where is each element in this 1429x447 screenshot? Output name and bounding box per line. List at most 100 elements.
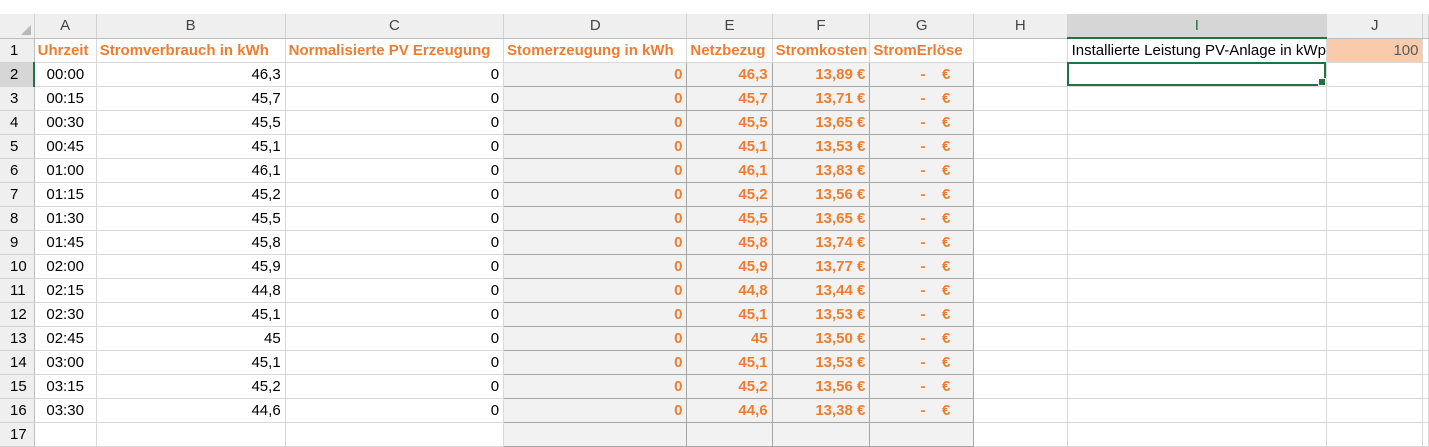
cell-stromverbrauch[interactable]: 45,5: [96, 110, 286, 135]
row-header-1[interactable]: 1: [0, 38, 35, 63]
empty-cell[interactable]: [772, 422, 871, 447]
cell-j[interactable]: [1326, 374, 1424, 399]
empty-cell[interactable]: [973, 422, 1068, 447]
row-header[interactable]: 12: [0, 302, 35, 327]
column-header-g[interactable]: G: [869, 14, 975, 39]
row-header[interactable]: 6: [0, 158, 35, 183]
cell-i[interactable]: [1067, 230, 1327, 255]
empty-cell[interactable]: [34, 422, 97, 447]
empty-cell[interactable]: [503, 422, 688, 447]
header-cell-normalisierte-pv[interactable]: Normalisierte PV Erzeugung: [285, 38, 505, 63]
cell-uhrzeit[interactable]: 00:30: [34, 110, 97, 135]
cell-h[interactable]: [973, 230, 1068, 255]
cell-normalisierte-pv[interactable]: 0: [285, 302, 505, 327]
cell-stromkosten[interactable]: 13,53 €: [772, 134, 871, 159]
cell-stromerloese[interactable]: - €: [869, 62, 975, 87]
cell-k[interactable]: [1422, 374, 1429, 399]
cell-normalisierte-pv[interactable]: 0: [285, 326, 505, 351]
cell-netzbezug[interactable]: 45,7: [686, 86, 773, 111]
cell-j[interactable]: [1326, 254, 1424, 279]
cell-stromkosten[interactable]: 13,56 €: [772, 182, 871, 207]
cell-h[interactable]: [973, 110, 1068, 135]
cell-i[interactable]: [1067, 350, 1327, 375]
cell-j[interactable]: [1326, 302, 1424, 327]
fill-handle[interactable]: [1317, 77, 1326, 85]
row-header[interactable]: 14: [0, 350, 35, 375]
cell-stromerloese[interactable]: - €: [869, 278, 975, 303]
cell-normalisierte-pv[interactable]: 0: [285, 206, 505, 231]
cell-j[interactable]: [1326, 134, 1424, 159]
column-header-f[interactable]: F: [772, 14, 871, 39]
header-cell-stromverbrauch[interactable]: Stromverbrauch in kWh: [96, 38, 286, 63]
row-header[interactable]: 5: [0, 134, 35, 159]
cell-stromverbrauch[interactable]: 46,1: [96, 158, 286, 183]
cell-stromverbrauch[interactable]: 45,2: [96, 374, 286, 399]
cell-stromerzeugung[interactable]: 0: [503, 86, 688, 111]
column-header-d[interactable]: D: [503, 14, 688, 39]
cell-uhrzeit[interactable]: 01:00: [34, 158, 97, 183]
column-header-b[interactable]: B: [96, 14, 286, 39]
row-header[interactable]: 13: [0, 326, 35, 351]
cell-stromkosten[interactable]: 13,53 €: [772, 350, 871, 375]
cell-uhrzeit[interactable]: 02:30: [34, 302, 97, 327]
cell-j[interactable]: [1326, 110, 1424, 135]
cell-stromerloese[interactable]: - €: [869, 398, 975, 423]
cell-stromerzeugung[interactable]: 0: [503, 62, 688, 87]
cell-uhrzeit[interactable]: 01:30: [34, 206, 97, 231]
cell-stromkosten[interactable]: 13,50 €: [772, 326, 871, 351]
cell-netzbezug[interactable]: 45,9: [686, 254, 773, 279]
cell-netzbezug[interactable]: 45,1: [686, 350, 773, 375]
cell-stromverbrauch[interactable]: 45,8: [96, 230, 286, 255]
column-header-j[interactable]: J: [1326, 14, 1424, 39]
cell-netzbezug[interactable]: 45,2: [686, 374, 773, 399]
column-header-a[interactable]: A: [34, 14, 97, 39]
empty-cell[interactable]: [96, 422, 286, 447]
cell-stromerzeugung[interactable]: 0: [503, 110, 688, 135]
cell-h[interactable]: [973, 398, 1068, 423]
cell-uhrzeit[interactable]: 03:30: [34, 398, 97, 423]
cell-k[interactable]: [1422, 278, 1429, 303]
cell-stromerzeugung[interactable]: 0: [503, 374, 688, 399]
cell-j[interactable]: [1326, 326, 1424, 351]
cell-normalisierte-pv[interactable]: 0: [285, 182, 505, 207]
cell-stromverbrauch[interactable]: 45,2: [96, 182, 286, 207]
header-cell-uhrzeit[interactable]: Uhrzeit: [34, 38, 97, 63]
cell-k[interactable]: [1422, 302, 1429, 327]
cell-stromerzeugung[interactable]: 0: [503, 278, 688, 303]
cell-k[interactable]: [1422, 110, 1429, 135]
cell-stromerzeugung[interactable]: 0: [503, 206, 688, 231]
cell-netzbezug[interactable]: 45,2: [686, 182, 773, 207]
row-header[interactable]: 9: [0, 230, 35, 255]
cell-stromkosten[interactable]: 13,38 €: [772, 398, 871, 423]
cell-i[interactable]: [1067, 278, 1327, 303]
cell-stromerzeugung[interactable]: 0: [503, 326, 688, 351]
cell-k[interactable]: [1422, 254, 1429, 279]
cell-stromerloese[interactable]: - €: [869, 134, 975, 159]
cell-stromerloese[interactable]: - €: [869, 110, 975, 135]
cell-k[interactable]: [1422, 326, 1429, 351]
cell-h[interactable]: [973, 302, 1068, 327]
cell-j[interactable]: [1326, 158, 1424, 183]
cell-h[interactable]: [973, 182, 1068, 207]
cell-stromkosten[interactable]: 13,65 €: [772, 206, 871, 231]
cell-stromerzeugung[interactable]: 0: [503, 398, 688, 423]
cell-normalisierte-pv[interactable]: 0: [285, 62, 505, 87]
cell-stromerloese[interactable]: - €: [869, 86, 975, 111]
cell-j[interactable]: [1326, 182, 1424, 207]
cell-normalisierte-pv[interactable]: 0: [285, 278, 505, 303]
cell-stromkosten[interactable]: 13,53 €: [772, 302, 871, 327]
cell-i[interactable]: [1067, 374, 1327, 399]
cell-stromerzeugung[interactable]: 0: [503, 350, 688, 375]
cell-netzbezug[interactable]: 46,3: [686, 62, 773, 87]
cell-h[interactable]: [973, 374, 1068, 399]
param-label-cell[interactable]: Installierte Leistung PV-Anlage in kWp: [1067, 38, 1327, 63]
row-header[interactable]: 7: [0, 182, 35, 207]
cell-stromverbrauch[interactable]: 46,3: [96, 62, 286, 87]
cell-stromverbrauch[interactable]: 45,9: [96, 254, 286, 279]
cell-h[interactable]: [973, 350, 1068, 375]
cell-j[interactable]: [1326, 206, 1424, 231]
cell-h[interactable]: [973, 278, 1068, 303]
param-value-cell[interactable]: 100: [1326, 38, 1424, 63]
cell-stromverbrauch[interactable]: 45,1: [96, 350, 286, 375]
cell-h[interactable]: [973, 326, 1068, 351]
